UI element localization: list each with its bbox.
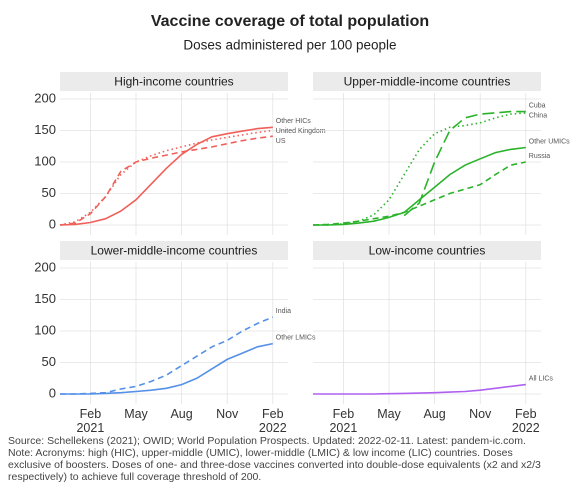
series-label: Russia [529, 153, 551, 160]
series-line [313, 112, 526, 226]
x-tick-label: Aug [423, 407, 446, 421]
series-line [312, 161, 526, 226]
panel-title: Low-income countries [369, 244, 486, 258]
x-tick-label-box: May [124, 407, 148, 421]
y-tick-label: 100 [34, 322, 56, 337]
caption-line: respectively) to achieve full coverage t… [8, 471, 261, 483]
x-tick-label-box: Feb 2021 [76, 407, 105, 435]
y-tick-label: 0 [49, 385, 56, 400]
panel-title: Lower-middle-income countries [91, 244, 258, 258]
y-tick-label: 150 [34, 122, 56, 137]
panel-strip [313, 72, 541, 91]
caption-line: Source: Schellekens (2021); OWID; World … [8, 435, 526, 447]
panel-strip [313, 241, 541, 260]
series-line [60, 316, 274, 395]
x-tick-label: Feb 2021 [329, 407, 358, 435]
x-tick-label: Nov [216, 407, 239, 421]
x-tick-label: Feb 2021 [76, 407, 105, 435]
series-label: United Kingdom [276, 128, 326, 135]
x-tick-label-box: Nov [216, 407, 239, 421]
panel-title: High-income countries [114, 75, 233, 89]
caption-line: exclusive of boosters. Doses of one- and… [8, 459, 541, 471]
series-line [59, 135, 273, 226]
y-tick-label: 150 [34, 291, 56, 306]
x-tick-label: Nov [469, 407, 492, 421]
series-label: India [276, 308, 291, 315]
x-tick-label: May [377, 407, 401, 421]
series-line [403, 110, 526, 217]
series-label: Cuba [529, 102, 546, 109]
y-tick-label: 200 [34, 90, 56, 105]
x-tick-label-box: Aug [423, 407, 446, 421]
series-line [313, 383, 526, 395]
x-tick-label-box: Nov [469, 407, 492, 421]
series-line [60, 342, 273, 395]
x-tick-label-box: Feb 2022 [511, 407, 540, 435]
chart-subtitle: Doses administered per 100 people [183, 38, 396, 53]
x-tick-label: Feb 2022 [511, 407, 540, 435]
series-label: All LICs [529, 375, 554, 382]
panel-strip [60, 72, 288, 91]
series-line [313, 146, 526, 226]
series-label: Other LMICs [276, 334, 316, 341]
x-tick-label: Feb 2022 [258, 407, 287, 435]
y-tick-label: 200 [34, 259, 56, 274]
caption-line: Note: Acronyms: high (HIC), upper-middle… [8, 447, 513, 459]
series-label: Other UMICs [529, 138, 570, 145]
series-label: China [529, 112, 547, 119]
panel-strip [60, 241, 288, 260]
x-tick-label-box: May [377, 407, 401, 421]
y-tick-label: 0 [49, 216, 56, 231]
series-line [59, 126, 273, 226]
series-label: US [276, 138, 286, 145]
x-tick-label-box: Aug [170, 407, 193, 421]
panel-title: Upper-middle-income countries [344, 75, 511, 89]
y-tick-label: 50 [42, 354, 56, 369]
chart-title: Vaccine coverage of total population [151, 13, 429, 30]
x-tick-label-box: Feb 2022 [258, 407, 287, 435]
x-tick-label: May [124, 407, 148, 421]
x-tick-label: Aug [170, 407, 193, 421]
y-tick-label: 100 [34, 153, 56, 168]
series-line [59, 129, 273, 226]
x-tick-label-box: Feb 2021 [329, 407, 358, 435]
series-label: Other HICs [276, 118, 312, 125]
y-tick-label: 50 [42, 185, 56, 200]
